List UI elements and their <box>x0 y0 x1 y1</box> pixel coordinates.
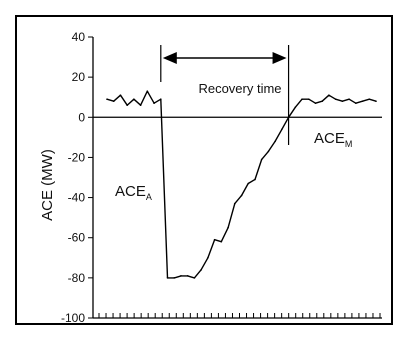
data-point <box>213 238 216 241</box>
data-point <box>133 98 135 101</box>
data-point <box>200 269 202 271</box>
data-point <box>180 275 182 277</box>
y-tick-label: 20 <box>72 70 86 84</box>
data-point <box>247 182 250 185</box>
ace-a-sub: A <box>146 192 152 202</box>
data-point <box>173 277 176 279</box>
annotations <box>160 45 290 145</box>
data-point <box>301 98 303 101</box>
data-point <box>233 202 236 205</box>
data-point <box>119 94 122 97</box>
y-tick-label: 40 <box>72 30 86 44</box>
recovery-arrow-right-head <box>272 52 287 64</box>
ace-m-main: ACE <box>314 130 345 147</box>
data-point <box>274 140 276 143</box>
axes <box>92 37 382 319</box>
data-point <box>207 256 209 259</box>
data-point <box>334 98 337 101</box>
ace-a-main: ACE <box>115 183 146 200</box>
series <box>106 90 377 279</box>
y-axis-label: ACE (MW) <box>39 149 56 221</box>
data-point <box>240 194 243 197</box>
data-point <box>314 102 317 105</box>
data-point <box>112 100 115 103</box>
ace-a-label: ACEA <box>115 183 152 202</box>
data-point <box>106 98 108 101</box>
data-point <box>341 100 344 103</box>
y-tick-label: -60 <box>68 231 86 245</box>
recovery-arrow-left-head <box>162 52 177 64</box>
data-point <box>294 106 297 109</box>
y-tick-label: 0 <box>78 110 85 124</box>
data-point <box>368 98 371 101</box>
ace-series-line <box>106 90 377 279</box>
data-point <box>307 98 310 101</box>
data-point <box>146 90 149 92</box>
data-point <box>267 150 270 153</box>
data-point <box>355 102 357 105</box>
chart-frame <box>15 15 393 325</box>
data-point <box>193 277 196 279</box>
data-point <box>328 94 330 97</box>
data-point <box>348 98 350 101</box>
data-point <box>153 102 155 105</box>
ace-m-sub: M <box>345 139 353 149</box>
x-ticks <box>98 313 381 318</box>
y-tick-label: -100 <box>61 311 85 325</box>
data-point <box>166 277 169 279</box>
data-point <box>139 104 142 107</box>
data-point <box>361 100 364 103</box>
y-tick-label: -80 <box>68 271 86 285</box>
data-point <box>220 240 223 243</box>
ace-m-label: ACEM <box>314 130 352 149</box>
data-point <box>227 226 229 229</box>
data-point <box>321 100 324 103</box>
data-point <box>254 178 256 181</box>
data-point <box>375 100 377 103</box>
data-point <box>126 104 128 107</box>
y-tick-label: -40 <box>68 191 86 205</box>
data-point <box>186 275 189 277</box>
data-point <box>260 158 263 161</box>
data-point <box>160 98 162 101</box>
data-point <box>281 128 283 131</box>
recovery-time-label: Recovery time <box>198 81 281 96</box>
y-ticks: 40 20 0 -20 -40 -60 -80 -100 <box>61 30 93 325</box>
y-tick-label: -20 <box>68 150 86 164</box>
